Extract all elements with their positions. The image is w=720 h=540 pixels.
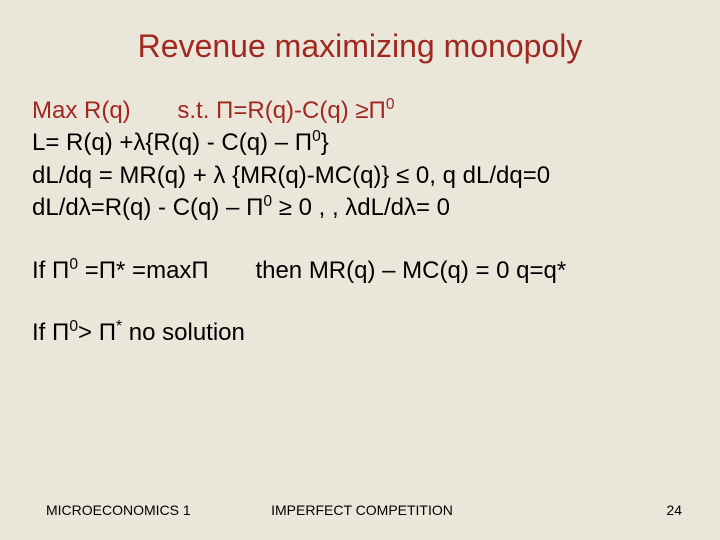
line4a: dL/dλ=R(q) - C(q) – Π: [32, 194, 263, 221]
line1-max: Max R(q): [32, 97, 131, 124]
line5a: If Π: [32, 257, 69, 284]
line6a: If Π: [32, 319, 69, 346]
line6a-sup: 0: [69, 318, 78, 335]
line5c: then MR(q) – MC(q) = 0 q=q*: [255, 257, 566, 284]
line-5: If Π0 =Π* =maxΠ then MR(q) – MC(q) = 0 q…: [32, 255, 692, 287]
line-6: If Π0> Π* no solution: [32, 317, 692, 349]
line1-sup: 0: [386, 96, 395, 113]
line5b: =Π* =maxΠ: [78, 257, 209, 284]
line6c: no solution: [122, 319, 245, 346]
line-4: dL/dλ=R(q) - C(q) – Π0 ≥ 0 , , λdL/dλ= 0: [32, 192, 692, 224]
line2-sup: 0: [312, 128, 321, 145]
line-1: Max R(q) s.t. Π=R(q)-C(q) ≥Π0: [32, 95, 692, 127]
slide: Revenue maximizing monopoly Max R(q) s.t…: [0, 0, 720, 540]
page-number: 24: [666, 502, 682, 518]
slide-body: Max R(q) s.t. Π=R(q)-C(q) ≥Π0 L= R(q) +λ…: [32, 95, 692, 349]
line-3: dL/dq = MR(q) + λ {MR(q)-MC(q)} ≤ 0, q d…: [32, 160, 692, 192]
line2a: L= R(q) +λ{R(q) - C(q) – Π: [32, 129, 312, 156]
line2b: }: [321, 129, 329, 156]
line1-st: s.t. Π=R(q)-C(q) ≥Π: [177, 97, 386, 124]
line5a-sup: 0: [69, 256, 78, 273]
footer-center: IMPERFECT COMPETITION: [32, 502, 692, 518]
slide-title: Revenue maximizing monopoly: [0, 28, 720, 65]
line6b: > Π: [78, 319, 116, 346]
line4-sup: 0: [263, 193, 272, 210]
line-2: L= R(q) +λ{R(q) - C(q) – Π0}: [32, 127, 692, 159]
line4b: ≥ 0 , , λdL/dλ= 0: [272, 194, 450, 221]
